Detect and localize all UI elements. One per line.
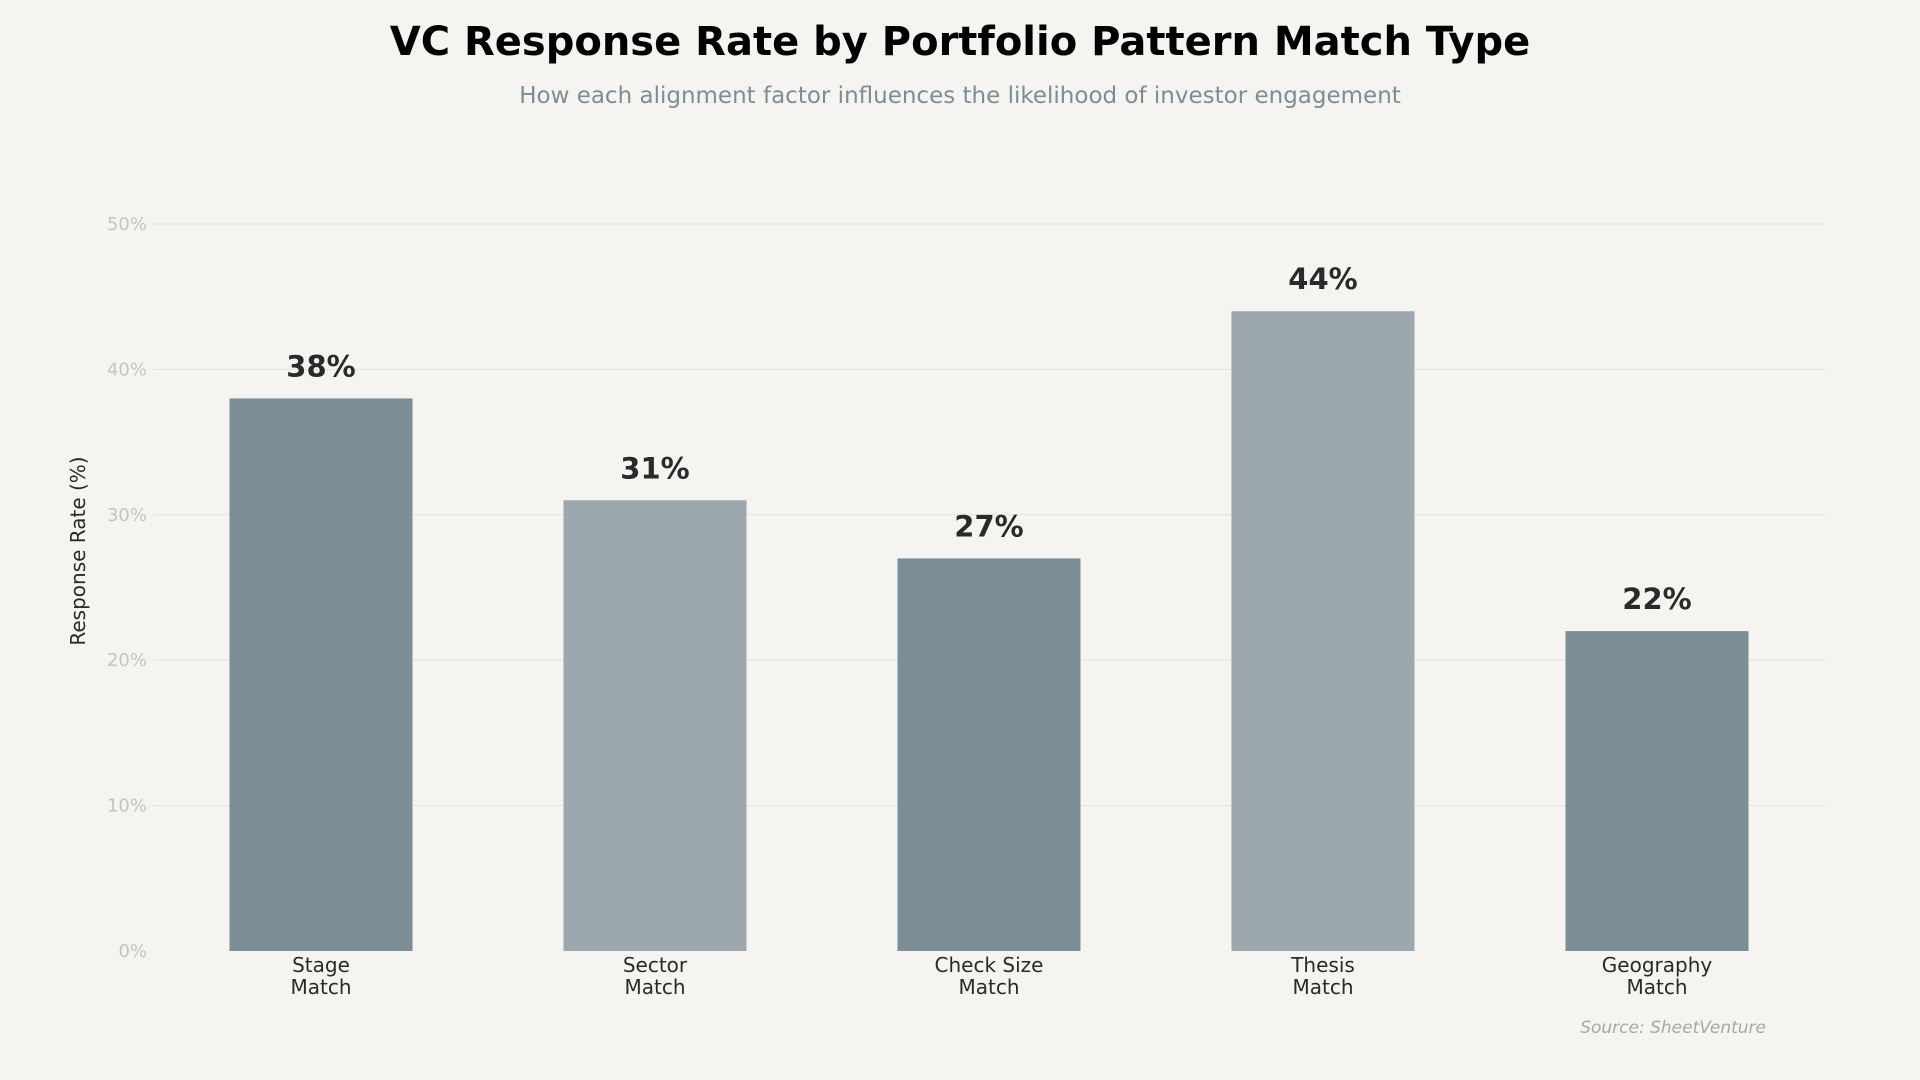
y-tick-label: 30% — [107, 505, 147, 526]
grid — [153, 223, 1825, 807]
bar-value-label: 27% — [954, 509, 1023, 543]
y-tick-label: 20% — [107, 650, 147, 671]
x-tick-label-line: Match — [1626, 975, 1687, 999]
source-note: Source: SheetVenture — [1580, 1018, 1766, 1038]
bar-value-label: 31% — [620, 451, 689, 485]
y-axis-ticks: 0% 10% 20% 30% 40% 50% — [107, 214, 147, 962]
y-tick-label: 50% — [107, 214, 147, 235]
bars — [229, 311, 1749, 952]
bar-value-label: 38% — [286, 349, 355, 383]
bar-value-label: 22% — [1622, 582, 1691, 616]
bar — [897, 558, 1081, 951]
y-tick-label: 0% — [118, 941, 147, 962]
x-tick-label-line: Stage — [292, 953, 350, 977]
y-tick-label: 40% — [107, 359, 147, 380]
x-tick-label-line: Thesis — [1290, 953, 1355, 977]
x-tick-label-line: Check Size — [935, 953, 1044, 977]
x-tick-label-line: Match — [958, 975, 1019, 999]
chart-title: VC Response Rate by Portfolio Pattern Ma… — [390, 19, 1531, 65]
x-tick-label-line: Match — [1292, 975, 1353, 999]
y-axis-label: Response Rate (%) — [66, 456, 90, 645]
x-tick-label-line: Match — [290, 975, 351, 999]
bar-value-label: 44% — [1288, 262, 1357, 296]
x-tick-label: Stage Match — [290, 953, 351, 999]
bar — [563, 500, 747, 951]
bar — [229, 398, 413, 952]
chart-subtitle: How each alignment factor influences the… — [519, 83, 1401, 109]
x-tick-label-line: Geography — [1602, 953, 1713, 977]
x-tick-label: Check Size Match — [935, 953, 1044, 999]
bar — [1565, 631, 1749, 951]
x-tick-label-line: Sector — [623, 953, 688, 977]
x-tick-label: Geography Match — [1602, 953, 1713, 999]
x-tick-label-line: Match — [624, 975, 685, 999]
x-tick-label: Sector Match — [623, 953, 688, 999]
y-tick-label: 10% — [107, 796, 147, 817]
value-labels: 38% 31% 27% 44% 22% — [286, 262, 1691, 616]
bar — [1231, 311, 1415, 951]
x-tick-label: Thesis Match — [1290, 953, 1355, 999]
